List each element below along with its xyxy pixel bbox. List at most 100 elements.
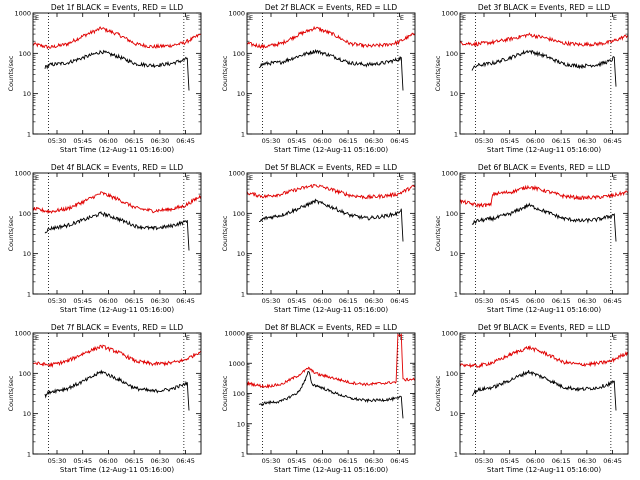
x-tick-label: 06:15 bbox=[339, 297, 358, 305]
y-tick-label: 1 bbox=[27, 451, 31, 459]
lld-series-line bbox=[247, 25, 416, 50]
plot-frame bbox=[459, 172, 629, 295]
x-axis-label: Start Time (12-Aug-11 05:16:00) bbox=[487, 146, 601, 154]
x-tick-label: 06:15 bbox=[339, 457, 358, 465]
x-tick-label: 05:30 bbox=[262, 297, 281, 305]
panel-title: Det 4f BLACK = Events, RED = LLD bbox=[51, 163, 184, 172]
x-tick-label: 05:45 bbox=[287, 297, 306, 305]
x-tick-label: 06:30 bbox=[577, 137, 596, 145]
y-axis-label: Counts/sec bbox=[434, 375, 442, 411]
marker-e-left: E bbox=[249, 334, 253, 342]
panel-title: Det 6f BLACK = Events, RED = LLD bbox=[478, 163, 611, 172]
x-tick-label: 06:15 bbox=[339, 137, 358, 145]
plot-frame bbox=[246, 12, 416, 135]
y-tick-label: 1 bbox=[241, 451, 245, 459]
plot-frame bbox=[246, 332, 416, 455]
x-tick-label: 06:30 bbox=[150, 457, 169, 465]
y-tick-label: 1 bbox=[241, 291, 245, 299]
x-tick-label: 06:45 bbox=[176, 297, 195, 305]
plot-frame bbox=[32, 172, 202, 295]
events-series-line bbox=[44, 49, 190, 91]
y-tick-label: 1000 bbox=[441, 170, 458, 178]
marker-e-left: E bbox=[462, 14, 466, 22]
events-series-line bbox=[471, 370, 617, 411]
y-tick-label: 100 bbox=[19, 50, 31, 58]
y-axis-label: Counts/sec bbox=[7, 215, 15, 251]
x-tick-label: 06:00 bbox=[526, 297, 545, 305]
lld-series-line bbox=[32, 26, 202, 50]
marker-e-right: E bbox=[186, 14, 190, 22]
events-series-line bbox=[259, 198, 404, 242]
x-tick-label: 05:45 bbox=[500, 297, 519, 305]
x-tick-label: 06:00 bbox=[313, 297, 332, 305]
y-tick-label: 1000 bbox=[14, 170, 31, 178]
panel-title: Det 1f BLACK = Events, RED = LLD bbox=[51, 3, 184, 12]
y-tick-label: 100 bbox=[446, 210, 458, 218]
x-axis-label: Start Time (12-Aug-11 05:16:00) bbox=[487, 466, 601, 474]
y-axis-label: Counts/sec bbox=[434, 215, 442, 251]
x-tick-label: 05:45 bbox=[73, 457, 92, 465]
x-tick-label: 06:15 bbox=[552, 297, 571, 305]
lld-series-line bbox=[246, 333, 416, 389]
y-tick-label: 1 bbox=[454, 291, 458, 299]
events-series-line bbox=[44, 210, 190, 251]
x-tick-label: 05:30 bbox=[475, 297, 494, 305]
y-axis-label: Counts/sec bbox=[434, 55, 442, 91]
events-series-line bbox=[471, 202, 617, 242]
plot-frame bbox=[32, 332, 202, 455]
x-tick-label: 06:30 bbox=[150, 297, 169, 305]
marker-e-right: E bbox=[400, 334, 404, 342]
x-tick-label: 05:45 bbox=[287, 137, 306, 145]
lld-series-line bbox=[459, 344, 629, 369]
y-tick-label: 10 bbox=[23, 250, 31, 258]
y-tick-label: 10 bbox=[237, 90, 245, 98]
x-axis-label: Start Time (12-Aug-11 05:16:00) bbox=[60, 306, 174, 314]
y-tick-label: 1000 bbox=[14, 330, 31, 338]
y-tick-label: 100 bbox=[233, 390, 245, 398]
marker-e-right: E bbox=[613, 174, 617, 182]
y-tick-label: 10 bbox=[450, 250, 458, 258]
x-tick-label: 06:15 bbox=[125, 137, 144, 145]
lld-series-line bbox=[32, 191, 202, 215]
x-tick-label: 06:00 bbox=[526, 137, 545, 145]
marker-e-left: E bbox=[35, 334, 39, 342]
y-tick-label: 10 bbox=[450, 90, 458, 98]
events-series-line bbox=[258, 48, 404, 91]
x-tick-label: 05:30 bbox=[262, 457, 281, 465]
x-tick-label: 05:30 bbox=[475, 137, 494, 145]
y-tick-label: 100 bbox=[233, 210, 245, 218]
y-tick-label: 1 bbox=[454, 131, 458, 139]
x-tick-label: 06:45 bbox=[390, 137, 409, 145]
plot-frame bbox=[459, 332, 629, 455]
x-tick-label: 06:30 bbox=[577, 297, 596, 305]
plot-frame bbox=[459, 12, 629, 135]
panel-title: Det 2f BLACK = Events, RED = LLD bbox=[265, 3, 398, 12]
marker-e-right: E bbox=[613, 334, 617, 342]
y-tick-label: 1 bbox=[27, 131, 31, 139]
x-axis-label: Start Time (12-Aug-11 05:16:00) bbox=[274, 306, 388, 314]
y-tick-label: 1000 bbox=[441, 330, 458, 338]
x-tick-label: 05:45 bbox=[73, 297, 92, 305]
y-tick-label: 1000 bbox=[441, 10, 458, 18]
y-tick-label: 1 bbox=[241, 131, 245, 139]
marker-e-right: E bbox=[400, 14, 404, 22]
marker-e-left: E bbox=[35, 14, 39, 22]
x-tick-label: 05:45 bbox=[287, 457, 306, 465]
x-axis-label: Start Time (12-Aug-11 05:16:00) bbox=[60, 146, 174, 154]
y-tick-label: 10 bbox=[237, 420, 245, 428]
y-axis-label: Counts/sec bbox=[7, 55, 15, 91]
events-series-line bbox=[258, 371, 404, 419]
marker-e-left: E bbox=[462, 174, 466, 182]
panel-title: Det 7f BLACK = Events, RED = LLD bbox=[51, 323, 184, 332]
y-tick-label: 1000 bbox=[14, 10, 31, 18]
x-tick-label: 06:45 bbox=[390, 297, 409, 305]
x-tick-label: 06:15 bbox=[552, 457, 571, 465]
y-tick-label: 100 bbox=[446, 50, 458, 58]
